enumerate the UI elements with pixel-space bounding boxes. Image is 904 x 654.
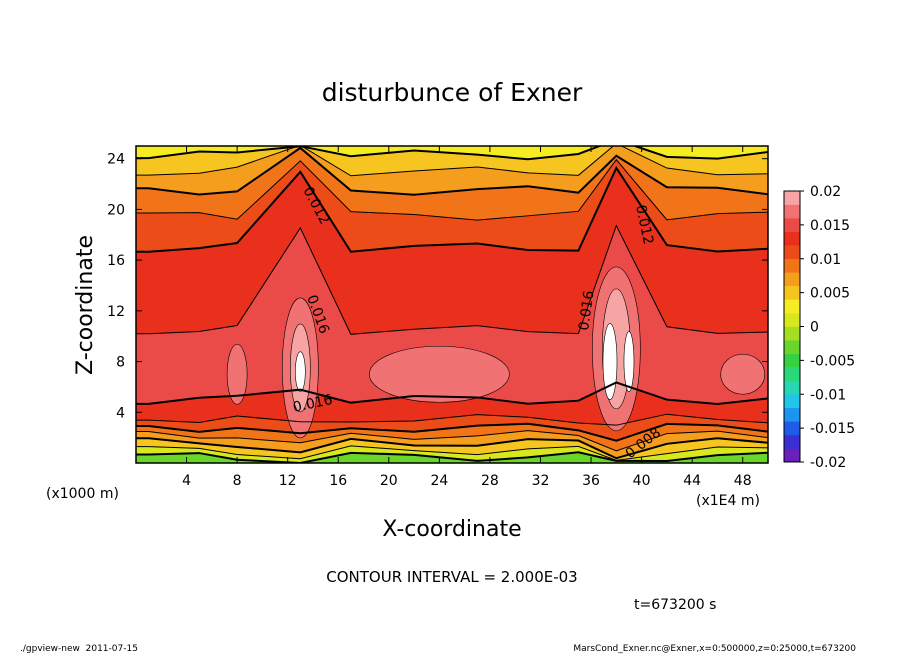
contour-line: [136, 451, 768, 463]
colorbar-segment: [784, 421, 800, 436]
y-axis-label: Z-coordinate: [73, 235, 98, 375]
contour-lines: [136, 146, 768, 463]
colorbar-segment: [784, 299, 800, 314]
contour-label: 0.016: [576, 290, 597, 332]
x-tick-label: 36: [582, 473, 600, 489]
colorbar-segment: [784, 218, 800, 232]
colorbar-label: 0.015: [810, 218, 850, 234]
colorbar-labels: 0.02 0.015 0.01 0.005 0 -0.005 -0.01 -0.015 -0.0…: [800, 184, 855, 471]
x-tick-label: 20: [380, 473, 398, 489]
colorbar-segment: [784, 326, 800, 341]
colorbar-segment: [784, 448, 800, 463]
colorbar-label: 0: [810, 320, 819, 336]
plot-frame: [135, 145, 769, 464]
y-tick-label: 20: [107, 202, 125, 218]
hot-core: [226, 343, 248, 405]
x-ticks: 4 8 12 16 20 24 28 32 36 40 44 48: [182, 146, 752, 489]
x-tick-label: 16: [329, 473, 347, 489]
y-tick-label: 12: [107, 304, 125, 320]
contour-line: [136, 146, 768, 196]
colorbar-segment: [784, 367, 800, 381]
hot-core: [295, 351, 306, 393]
y-tick-label: 24: [107, 152, 125, 168]
x-tick-label: 40: [633, 473, 651, 489]
colorbar-segment: [784, 380, 800, 395]
colorbar-segment: [784, 394, 800, 409]
colorbar-segment: [784, 231, 800, 246]
y-tick-label: 4: [116, 405, 125, 421]
x-tick-label: 24: [430, 473, 448, 489]
hot-core: [369, 345, 510, 403]
colorbar-label: -0.005: [810, 353, 855, 369]
x-tick-label: 12: [279, 473, 297, 489]
footer-right: MarsCond_Exner.nc@Exner,x=0:500000,z=0:2…: [573, 644, 856, 654]
x-unit-label: (x1E4 m): [696, 493, 760, 509]
colorbar-segment: [784, 258, 800, 273]
contour-line: [136, 430, 768, 452]
contour-line: [136, 224, 768, 335]
colorbar: 0.02 0.015 0.01 0.005 0 -0.005 -0.01 -0.015 -0.0…: [783, 184, 855, 471]
colorbar-segment: [784, 191, 800, 205]
contour-line: [136, 413, 768, 426]
colorbar-segment: [784, 285, 800, 300]
hot-core: [623, 331, 635, 392]
y-tick-label: 8: [116, 355, 125, 371]
y-ticks: 4 8 12 16 20 24: [107, 152, 768, 421]
x-tick-label: 4: [182, 473, 191, 489]
colorbar-label: -0.01: [810, 387, 846, 403]
contour-line: [136, 445, 768, 461]
x-tick-label: 32: [532, 473, 550, 489]
contour-line: [136, 165, 768, 253]
x-tick-label: 44: [683, 473, 701, 489]
chart-title: disturbunce of Exner: [322, 78, 583, 107]
colorbar-segment: [784, 204, 800, 219]
contour-line: [136, 146, 768, 177]
colorbar-segment: [784, 407, 800, 422]
x-tick-label: 48: [734, 473, 752, 489]
colorbar-segment: [784, 353, 800, 368]
colorbar-label: 0.02: [810, 184, 841, 200]
time-label: t=673200 s: [634, 597, 716, 613]
contour-line: [136, 437, 768, 460]
contour-line: [136, 381, 768, 406]
x-tick-label: 8: [233, 473, 242, 489]
colorbar-segment: [784, 434, 800, 449]
colorbar-label: -0.015: [810, 421, 855, 437]
colorbar-segments: [784, 191, 800, 463]
x-axis-label: X-coordinate: [382, 517, 521, 542]
colorbar-segment: [784, 340, 800, 354]
colorbar-segment: [784, 272, 800, 287]
footer-left: ./gpview-new 2011-07-15: [20, 644, 138, 654]
colorbar-label: -0.02: [810, 455, 846, 471]
y-tick-label: 16: [107, 253, 125, 269]
contour-band: [136, 438, 768, 463]
colorbar-segment: [784, 312, 800, 327]
x-tick-label: 28: [481, 473, 499, 489]
colorbar-label: 0.01: [810, 252, 841, 268]
colorbar-label: 0.005: [810, 286, 850, 302]
z-unit-label: (x1000 m): [46, 486, 119, 502]
contour-line: [136, 422, 768, 442]
contour-interval-note: CONTOUR INTERVAL = 2.000E-03: [326, 568, 577, 586]
contour-line: [136, 158, 768, 221]
contour-line: [136, 146, 768, 161]
hot-core: [720, 353, 766, 395]
hot-core: [602, 323, 618, 400]
colorbar-segment: [784, 245, 800, 260]
